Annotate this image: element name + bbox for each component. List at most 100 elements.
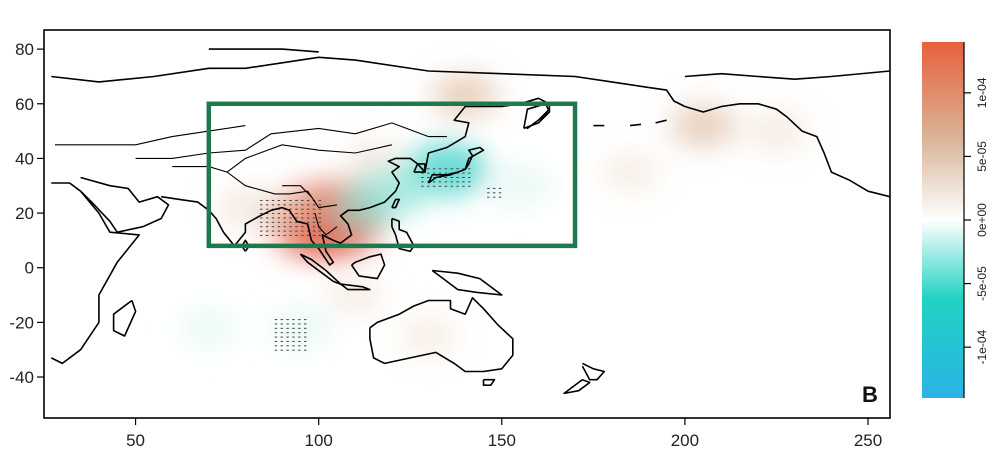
stipple-dot (280, 340, 283, 342)
stipple-dot (280, 332, 283, 334)
stipple-dot (318, 199, 322, 201)
x-tick-label: 150 (488, 431, 516, 450)
stipple-dot (286, 319, 289, 321)
stipple-dot (444, 172, 448, 174)
stipple-dot (289, 230, 292, 232)
y-tick-label: 60 (15, 95, 34, 114)
stipple-dot (280, 345, 283, 347)
stipple-dot (283, 230, 286, 232)
stipple-dot (295, 213, 298, 215)
stipple-dot (298, 345, 301, 347)
stipple-dot (301, 230, 304, 232)
stipple-dot (265, 217, 269, 219)
anomaly-blob (400, 318, 457, 354)
anomaly-blob (489, 166, 551, 205)
stipple-dot (298, 319, 301, 321)
stipple-dot (280, 336, 283, 338)
stipple-dot (498, 187, 502, 189)
stipple-dot (306, 213, 310, 215)
stipple-dot (304, 332, 307, 334)
stipple-dot (283, 199, 286, 201)
stipple-dot (295, 208, 298, 210)
y-tick-label: 40 (15, 149, 34, 168)
stipple-dot (289, 199, 292, 201)
coastline (581, 362, 606, 381)
stipple-dot (468, 168, 471, 170)
stipple-dot (487, 192, 490, 194)
stipple-dot (265, 221, 269, 223)
stipple-dot (450, 185, 453, 187)
coastline (391, 198, 400, 209)
stipple-dot (301, 234, 304, 236)
stipple-dot (444, 177, 448, 179)
stipple-dot (462, 168, 465, 170)
stipple-dot (265, 230, 269, 232)
stipple-dot (265, 213, 269, 215)
stipple-dot (295, 204, 298, 206)
stipple-dot (283, 217, 286, 219)
stipple-dot (283, 226, 286, 228)
stipple-dot (312, 217, 316, 219)
stipple-dot (438, 172, 442, 174)
stipple-dot (286, 349, 289, 351)
coastline (340, 283, 371, 291)
x-axis: 50 100 150 200 250 (126, 418, 882, 450)
country-border (172, 166, 338, 209)
colorbar: 1e-04 5e-05 0e+00 -5e-05 -1e-04 (922, 42, 989, 398)
y-tick-label: 80 (15, 40, 34, 59)
stipple-dot (304, 336, 307, 338)
stipple-dot (456, 168, 459, 170)
stipple-dot (304, 349, 307, 351)
stipple-dot (292, 349, 295, 351)
stipple-dot (271, 213, 275, 215)
coastline (431, 269, 503, 296)
stipple-dot (306, 221, 310, 223)
stipple-dot (493, 196, 496, 198)
stipple-dot (427, 177, 430, 179)
stipple-dot (421, 172, 424, 174)
stipple-dot (462, 185, 465, 187)
stipple-dot (280, 319, 283, 321)
x-tick-label: 50 (126, 431, 145, 450)
stipple-dot (468, 177, 471, 179)
stipple-dot (450, 177, 453, 179)
stipple-dot (295, 234, 298, 236)
stipple-dot (318, 230, 322, 232)
stipple-dot (277, 217, 281, 219)
stipple-dot (498, 196, 502, 198)
stipple-dot (295, 230, 298, 232)
stipple-dot (432, 181, 436, 183)
stipple-dot (274, 327, 278, 329)
stipple-dot (438, 185, 442, 187)
y-tick-label: 0 (25, 259, 34, 278)
coastlines (50, 48, 890, 395)
stipple-dot (318, 204, 322, 206)
stipple-dot (427, 168, 430, 170)
stipple-dot (456, 177, 459, 179)
coastline (413, 163, 426, 173)
stipple-dot (421, 177, 424, 179)
stipple-dot (312, 208, 316, 210)
stipple-dot (280, 349, 283, 351)
stipple-dot (493, 187, 496, 189)
stipple-dot (306, 208, 310, 210)
coastline (299, 253, 342, 285)
stipple-dot (432, 168, 436, 170)
plot-frame (43, 29, 891, 419)
stipple-dot (274, 340, 278, 342)
stipple-dot (306, 230, 310, 232)
colorbar-gradient (922, 42, 964, 398)
stipple-dot (283, 213, 286, 215)
stipple-dot (280, 323, 283, 325)
stipple-dot (260, 208, 263, 210)
stipple-dot (286, 336, 289, 338)
stipple-dot (432, 172, 436, 174)
stipple-dot (265, 199, 269, 201)
stipple-dot (298, 327, 301, 329)
stipple-dot (306, 217, 310, 219)
coastline (112, 299, 137, 337)
stipple-dot (292, 327, 295, 329)
stipple-dot (286, 345, 289, 347)
stipple-dot (260, 234, 263, 236)
stipple-dot (427, 172, 430, 174)
